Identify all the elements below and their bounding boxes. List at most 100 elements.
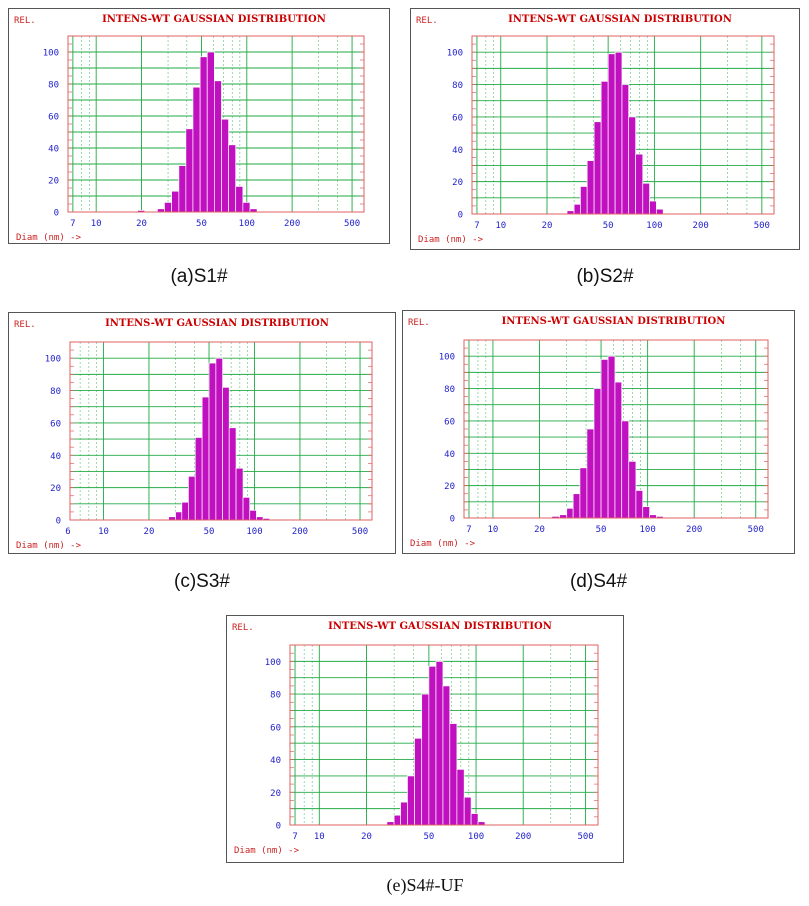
bar [192, 86, 201, 213]
y-tick-label: 40 [50, 452, 61, 462]
bar [449, 723, 458, 826]
x-axis-title: Diam (nm) -> [410, 539, 476, 549]
x-tick-label: 100 [239, 219, 255, 229]
y-tick-label: 80 [452, 81, 463, 91]
chart-panel-d: REL. INTENS-WT GAUSSIAN DISTRIBUTION 0 20 40… [402, 310, 795, 554]
bar [242, 496, 251, 521]
bar [635, 153, 644, 215]
bar [621, 84, 630, 215]
bar [178, 165, 187, 213]
bar [235, 467, 244, 521]
y-axis-title: REL. [408, 318, 430, 328]
y-tick-label: 80 [444, 385, 455, 395]
bar [228, 427, 237, 521]
x-tick-label: 7 [292, 832, 297, 842]
x-tick-label: 500 [344, 219, 360, 229]
bar [215, 357, 223, 521]
y-tick-label: 40 [270, 756, 281, 766]
bar [642, 506, 650, 519]
chart-svg-b: REL. INTENS-WT GAUSSIAN DISTRIBUTION 0 20 40… [410, 8, 800, 250]
y-tick-label: 100 [447, 49, 463, 59]
x-tick-label: 20 [136, 219, 147, 229]
bar [235, 186, 244, 213]
chart-svg-e: REL. INTENS-WT GAUSSIAN DISTRIBUTION 0 20 40… [226, 615, 624, 863]
bar [407, 775, 415, 826]
bar [635, 490, 644, 519]
x-axis-title: Diam (nm) -> [418, 235, 484, 245]
x-tick-label: 10 [314, 832, 325, 842]
x-tick-label: 100 [639, 525, 655, 535]
bar [586, 428, 595, 519]
x-tick-label: 7 [466, 525, 471, 535]
bar [607, 355, 616, 519]
chart-panel-e: REL. INTENS-WT GAUSSIAN DISTRIBUTION 0 20 40… [226, 615, 624, 863]
bar [421, 693, 430, 826]
x-tick-label: 200 [284, 219, 300, 229]
y-tick-label: 60 [50, 419, 61, 429]
bar [199, 56, 208, 213]
y-tick-label: 100 [439, 353, 455, 363]
chart-svg-d: REL. INTENS-WT GAUSSIAN DISTRIBUTION 0 20 40… [402, 310, 795, 554]
x-tick-label: 100 [468, 832, 484, 842]
chart-svg-c: REL. INTENS-WT GAUSSIAN DISTRIBUTION 0 20 40… [8, 312, 396, 554]
bar [164, 202, 172, 213]
x-tick-label: 50 [204, 527, 215, 537]
x-tick-label: 200 [686, 525, 702, 535]
chart-title: INTENS-WT GAUSSIAN DISTRIBUTION [328, 621, 552, 632]
bar [642, 182, 650, 215]
caption-e: (e)S4#-UF [386, 875, 464, 895]
x-tick-label: 500 [754, 221, 770, 231]
x-tick-label: 50 [603, 221, 614, 231]
chart-title: INTENS-WT GAUSSIAN DISTRIBUTION [502, 316, 726, 327]
x-tick-label: 7 [474, 221, 479, 231]
y-tick-label: 100 [43, 49, 59, 59]
x-tick-label: 50 [596, 525, 607, 535]
x-axis-title: Diam (nm) -> [16, 233, 82, 243]
y-tick-label: 60 [452, 113, 463, 123]
y-tick-label: 0 [276, 822, 281, 832]
y-tick-label: 80 [48, 81, 59, 91]
bar [393, 814, 401, 826]
chart-panel-a: REL. INTENS-WT GAUSSIAN DISTRIBUTION 0 20 40… [8, 8, 390, 244]
caption-c: (c)S3# [174, 571, 230, 592]
x-tick-label: 50 [196, 219, 207, 229]
bar [400, 801, 408, 826]
y-tick-label: 0 [54, 209, 59, 219]
bar [456, 769, 465, 826]
y-tick-label: 60 [48, 113, 59, 123]
y-tick-label: 20 [50, 484, 61, 494]
caption-a: (a)S1# [170, 266, 228, 287]
x-tick-label: 10 [488, 525, 499, 535]
bar [414, 737, 423, 826]
x-tick-label: 100 [646, 221, 662, 231]
x-tick-label: 50 [423, 832, 434, 842]
y-axis-title: REL. [14, 16, 36, 26]
x-tick-label: 7 [70, 219, 75, 229]
bar [600, 80, 609, 215]
bar [249, 509, 257, 521]
y-tick-label: 40 [444, 450, 455, 460]
y-tick-label: 60 [270, 723, 281, 733]
bar [214, 80, 222, 213]
bar [621, 420, 630, 519]
bar [579, 467, 588, 519]
bar [428, 665, 437, 826]
bar [614, 381, 623, 519]
chart-panel-b: REL. INTENS-WT GAUSSIAN DISTRIBUTION 0 20 40… [410, 8, 800, 250]
bar [628, 116, 637, 215]
x-tick-label: 500 [577, 832, 593, 842]
bar [171, 190, 180, 213]
bar [242, 202, 251, 213]
bar [593, 121, 602, 215]
bar [649, 200, 657, 215]
bar [656, 208, 664, 215]
x-tick-label: 500 [748, 525, 764, 535]
chart-svg-a: REL. INTENS-WT GAUSSIAN DISTRIBUTION 0 20 40… [8, 8, 390, 244]
bar [600, 359, 609, 519]
x-tick-label: 20 [361, 832, 372, 842]
caption-b: (b)S2# [576, 266, 634, 287]
caption-d: (d)S4# [569, 571, 628, 592]
x-tick-label: 20 [542, 221, 553, 231]
bar [206, 51, 215, 213]
x-tick-label: 200 [515, 832, 531, 842]
